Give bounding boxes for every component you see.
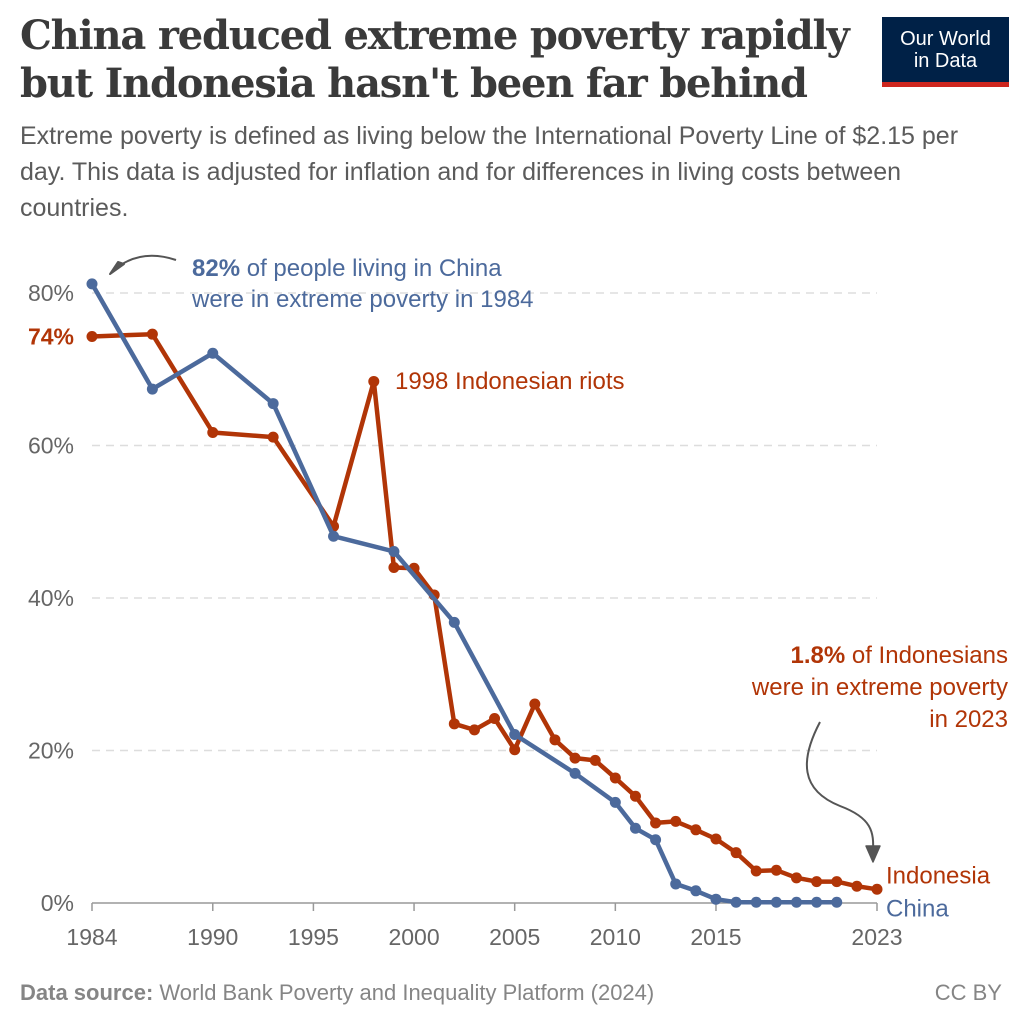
data-point-china bbox=[146, 383, 158, 395]
data-source: Data source: World Bank Poverty and Ineq… bbox=[20, 980, 654, 1006]
data-point-indonesia bbox=[569, 752, 581, 764]
data-point-china bbox=[710, 893, 722, 905]
data-source-label: Data source: bbox=[20, 980, 154, 1005]
data-point-indonesia bbox=[770, 864, 782, 876]
data-point-indonesia bbox=[207, 427, 219, 439]
data-point-indonesia bbox=[811, 876, 823, 888]
data-point-indonesia bbox=[368, 375, 380, 387]
data-point-china bbox=[569, 767, 581, 779]
annotation-china-1984-line2: were in extreme poverty in 1984 bbox=[191, 286, 534, 313]
arrow-head-icon bbox=[109, 261, 125, 275]
data-point-indonesia bbox=[730, 847, 742, 859]
data-point-indonesia bbox=[448, 718, 460, 730]
y-tick-label: 80% bbox=[28, 280, 74, 306]
data-point-china bbox=[609, 796, 621, 808]
end-label-indonesia: Indonesia bbox=[886, 862, 991, 889]
y-tick-label: 60% bbox=[28, 433, 74, 459]
annotation-1998-riots: 1998 Indonesian riots bbox=[395, 368, 625, 395]
arrow-head-icon bbox=[865, 845, 881, 863]
data-point-china bbox=[770, 896, 782, 908]
data-point-china bbox=[730, 896, 742, 908]
annotation-indonesia-2023-line3: in 2023 bbox=[929, 706, 1008, 733]
data-point-indonesia bbox=[388, 562, 400, 573]
annotation-arrow-indonesia bbox=[806, 721, 875, 853]
data-point-china bbox=[811, 896, 823, 908]
data-point-indonesia bbox=[871, 883, 883, 895]
data-point-indonesia bbox=[710, 833, 722, 845]
x-axis: 1984 1990 1995 2000 2005 2010 2015 2023 bbox=[66, 902, 903, 950]
data-point-indonesia bbox=[690, 824, 702, 836]
grid-lines bbox=[92, 292, 877, 752]
series-lines bbox=[86, 278, 883, 908]
data-source-text: World Bank Poverty and Inequality Platfo… bbox=[153, 980, 655, 1005]
data-point-indonesia bbox=[609, 772, 621, 784]
data-point-china bbox=[86, 278, 98, 290]
annotation-arrows bbox=[109, 254, 881, 863]
data-point-indonesia bbox=[750, 865, 762, 877]
title-line-1: China reduced extreme poverty rapidly bbox=[20, 12, 850, 59]
data-point-indonesia bbox=[629, 790, 641, 802]
data-point-china bbox=[629, 822, 641, 834]
annotation-text: of people living in China bbox=[240, 255, 502, 282]
x-tick-label: 2005 bbox=[489, 924, 540, 950]
data-point-china bbox=[650, 834, 662, 846]
y-tick-label: 20% bbox=[28, 738, 74, 764]
annotation-china-1984: 82% of people living in China bbox=[192, 255, 502, 282]
data-point-china bbox=[690, 885, 702, 897]
data-point-indonesia bbox=[851, 880, 863, 892]
annotation-indonesia-2023-line2: were in extreme poverty bbox=[751, 674, 1008, 701]
data-point-china bbox=[388, 545, 400, 557]
data-point-china bbox=[831, 896, 843, 908]
data-point-china bbox=[328, 530, 340, 542]
annotation-text: of Indonesians bbox=[845, 642, 1008, 669]
title-line-2: but Indonesia hasn't been far behind bbox=[20, 60, 808, 107]
data-point-indonesia bbox=[670, 815, 682, 827]
data-point-china bbox=[448, 616, 460, 628]
data-point-indonesia bbox=[790, 872, 802, 884]
data-point-indonesia bbox=[146, 328, 158, 340]
data-point-china bbox=[790, 896, 802, 908]
data-point-china bbox=[207, 347, 219, 359]
chart-title: China reduced extreme poverty rapidly bu… bbox=[20, 12, 860, 108]
data-point-indonesia bbox=[86, 330, 98, 342]
annotation-bold-value: 82% bbox=[192, 255, 240, 282]
data-point-china bbox=[670, 878, 682, 890]
data-point-indonesia bbox=[267, 431, 279, 443]
x-tick-label: 2023 bbox=[851, 924, 902, 950]
data-point-indonesia bbox=[489, 712, 501, 724]
x-tick-label: 2010 bbox=[590, 924, 641, 950]
license-link[interactable]: CC BY bbox=[934, 980, 1002, 1005]
data-point-indonesia bbox=[650, 817, 662, 829]
y-axis-tick-labels: 0% 20% 40% 60% 80% bbox=[28, 280, 74, 916]
series-line-indonesia bbox=[89, 331, 880, 892]
data-point-indonesia bbox=[831, 876, 843, 888]
logo-line-1: Our World bbox=[900, 27, 991, 50]
x-tick-label: 1984 bbox=[66, 924, 117, 950]
data-point-indonesia bbox=[468, 724, 480, 736]
start-label-indonesia: 74% bbox=[28, 323, 74, 349]
y-tick-label: 40% bbox=[28, 585, 74, 611]
y-tick-label: 0% bbox=[41, 890, 74, 916]
data-point-china bbox=[750, 896, 762, 908]
x-tick-label: 2015 bbox=[690, 924, 741, 950]
chart-subtitle: Extreme poverty is defined as living bel… bbox=[20, 122, 959, 222]
owid-logo[interactable]: Our World in Data bbox=[882, 17, 1009, 87]
x-tick-label: 1990 bbox=[187, 924, 238, 950]
x-tick-label: 1995 bbox=[288, 924, 339, 950]
logo-line-2: in Data bbox=[913, 49, 978, 72]
annotation-indonesia-2023: 1.8% of Indonesians bbox=[791, 642, 1009, 669]
end-label-china: China bbox=[886, 895, 949, 922]
data-point-indonesia bbox=[589, 754, 601, 766]
chart-labels: 74% Indonesia China 82% of people living in… bbox=[28, 255, 1008, 922]
data-point-china bbox=[267, 398, 279, 410]
data-point-indonesia bbox=[529, 698, 541, 710]
x-tick-label: 2000 bbox=[388, 924, 439, 950]
annotation-bold-value: 1.8% bbox=[791, 642, 846, 669]
data-point-china bbox=[509, 728, 521, 740]
data-point-indonesia bbox=[549, 734, 561, 746]
data-point-indonesia bbox=[509, 744, 521, 756]
